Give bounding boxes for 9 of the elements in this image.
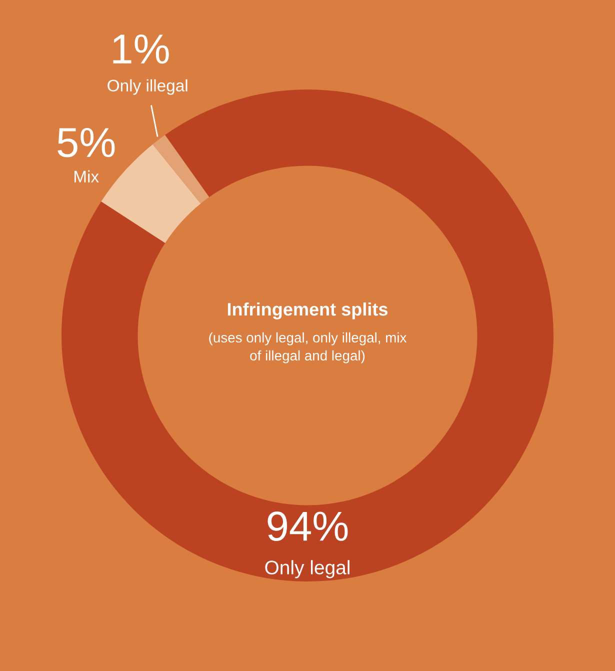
donut-slice — [152, 134, 210, 204]
data-label: 5% — [58, 128, 115, 158]
slice-label: Mix — [74, 170, 99, 182]
text: Infringement splits — [228, 302, 388, 320]
text: (uses only legal, only illegal, mix of illegal and legal) — [209, 332, 407, 364]
slice-label: Only legal — [265, 560, 350, 578]
data-label: 94% — [268, 512, 348, 542]
data-label: 1% — [113, 34, 169, 64]
slice-label: Only illegal — [108, 79, 188, 95]
